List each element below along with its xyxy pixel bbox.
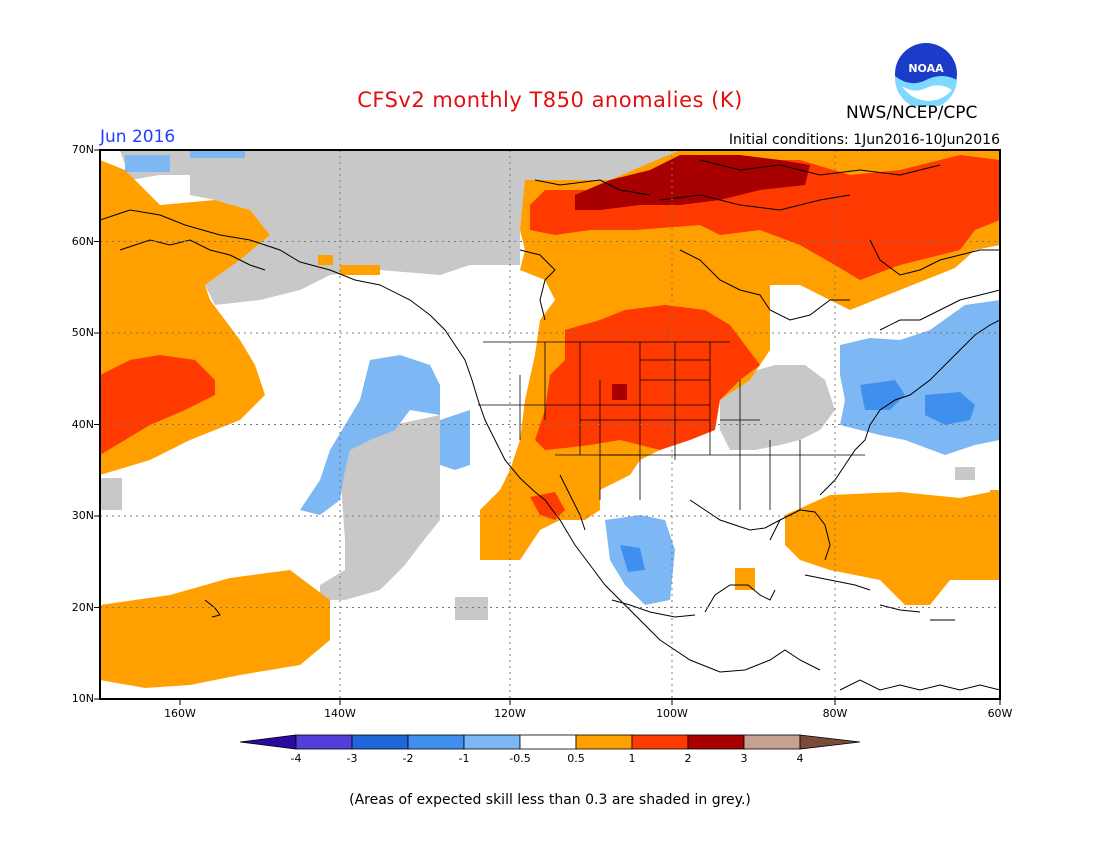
colorbar-arrow-high	[799, 734, 861, 750]
colorbar-box	[687, 734, 745, 750]
colorbar-box	[463, 734, 521, 750]
lat-label: 60N	[71, 235, 94, 248]
colorbar-tick-label: -4	[290, 752, 302, 765]
valid-month: Jun 2016	[100, 127, 176, 147]
colorbar-box	[407, 734, 465, 750]
svg-text:NOAA: NOAA	[908, 62, 944, 75]
lon-label: 160W	[164, 707, 196, 720]
colorbar-tick-label: -0.5	[509, 752, 531, 765]
colorbar-tick-label: -3	[346, 752, 358, 765]
colorbar-box	[351, 734, 409, 750]
lat-label: 50N	[71, 326, 94, 339]
lon-label: 140W	[324, 707, 356, 720]
axis-ticks	[94, 149, 1001, 705]
lat-label: 10N	[71, 692, 94, 705]
initial-conditions: Initial conditions: 1Jun2016-10Jun2016	[728, 132, 1000, 148]
colorbar	[239, 734, 861, 750]
footnote: (Areas of expected skill less than 0.3 a…	[349, 792, 751, 808]
lat-label: 30N	[71, 509, 94, 522]
colorbar-tick-label: 2	[684, 752, 692, 765]
colorbar-tick-label: 4	[796, 752, 804, 765]
colorbar-arrow-low	[239, 734, 297, 750]
lon-label: 60W	[987, 707, 1013, 720]
agency-label: NWS/NCEP/CPC	[846, 103, 978, 123]
colorbar-box	[575, 734, 633, 750]
lat-label: 20N	[71, 601, 94, 614]
colorbar-tick-label: -1	[458, 752, 470, 765]
colorbar-tick-label: -2	[402, 752, 414, 765]
colorbar-tick-label: 3	[740, 752, 748, 765]
colorbar-tick-label: 1	[628, 752, 636, 765]
colorbar-box	[519, 734, 577, 750]
cold-regions	[620, 380, 975, 572]
colorbar-tick-label: 0.5	[567, 752, 585, 765]
colorbar-box	[743, 734, 801, 750]
lat-label: 40N	[71, 418, 94, 431]
chart-title: CFSv2 monthly T850 anomalies (K)	[357, 88, 743, 112]
noaa-logo: NOAA	[894, 43, 957, 106]
colorbar-box	[295, 734, 353, 750]
lon-label: 80W	[822, 707, 848, 720]
graticule	[100, 150, 1000, 699]
lat-label: 70N	[71, 143, 94, 156]
colorbar-box	[631, 734, 689, 750]
lon-label: 120W	[494, 707, 526, 720]
lon-label: 100W	[656, 707, 688, 720]
state-borders	[478, 341, 865, 510]
coastlines	[100, 159, 1000, 691]
